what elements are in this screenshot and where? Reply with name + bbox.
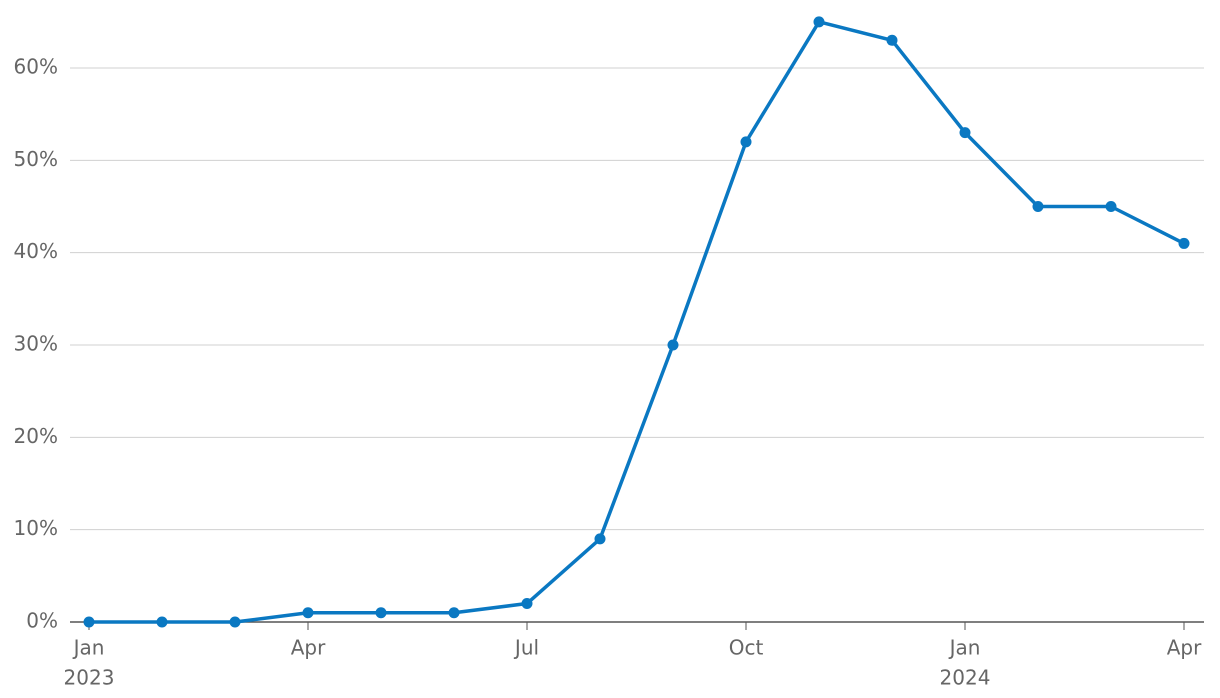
point: [302, 607, 314, 619]
x-tick-label: Apr: [1167, 636, 1202, 660]
point: [813, 16, 825, 28]
point: [521, 598, 533, 610]
y-tick-label: 10%: [14, 516, 58, 540]
x-tick-year: 2023: [64, 666, 115, 690]
point: [594, 533, 606, 545]
y-tick-label: 50%: [14, 147, 58, 171]
point: [448, 607, 460, 619]
point: [229, 616, 241, 628]
point: [740, 136, 752, 148]
point: [667, 339, 679, 351]
point: [886, 34, 898, 46]
y-tick-label: 40%: [14, 239, 58, 263]
point: [1178, 237, 1190, 249]
point: [959, 127, 971, 139]
point: [1105, 201, 1117, 212]
point: [156, 616, 168, 628]
x-tick-label: Jan: [72, 636, 105, 660]
x-tick-year: 2024: [940, 666, 991, 690]
y-tick-label: 30%: [14, 332, 58, 356]
point: [83, 616, 95, 628]
point: [1032, 201, 1044, 212]
x-tick-label: Apr: [291, 636, 326, 660]
y-tick-label: 60%: [14, 55, 58, 79]
x-tick-label: Jan: [948, 636, 981, 660]
x-tick-label: Oct: [729, 636, 764, 660]
y-tick-label: 20%: [14, 424, 58, 448]
line: [89, 20, 1185, 624]
point: [375, 607, 387, 619]
x-tick-label: Jul: [513, 636, 539, 660]
y-tick-label: 0%: [26, 609, 58, 633]
